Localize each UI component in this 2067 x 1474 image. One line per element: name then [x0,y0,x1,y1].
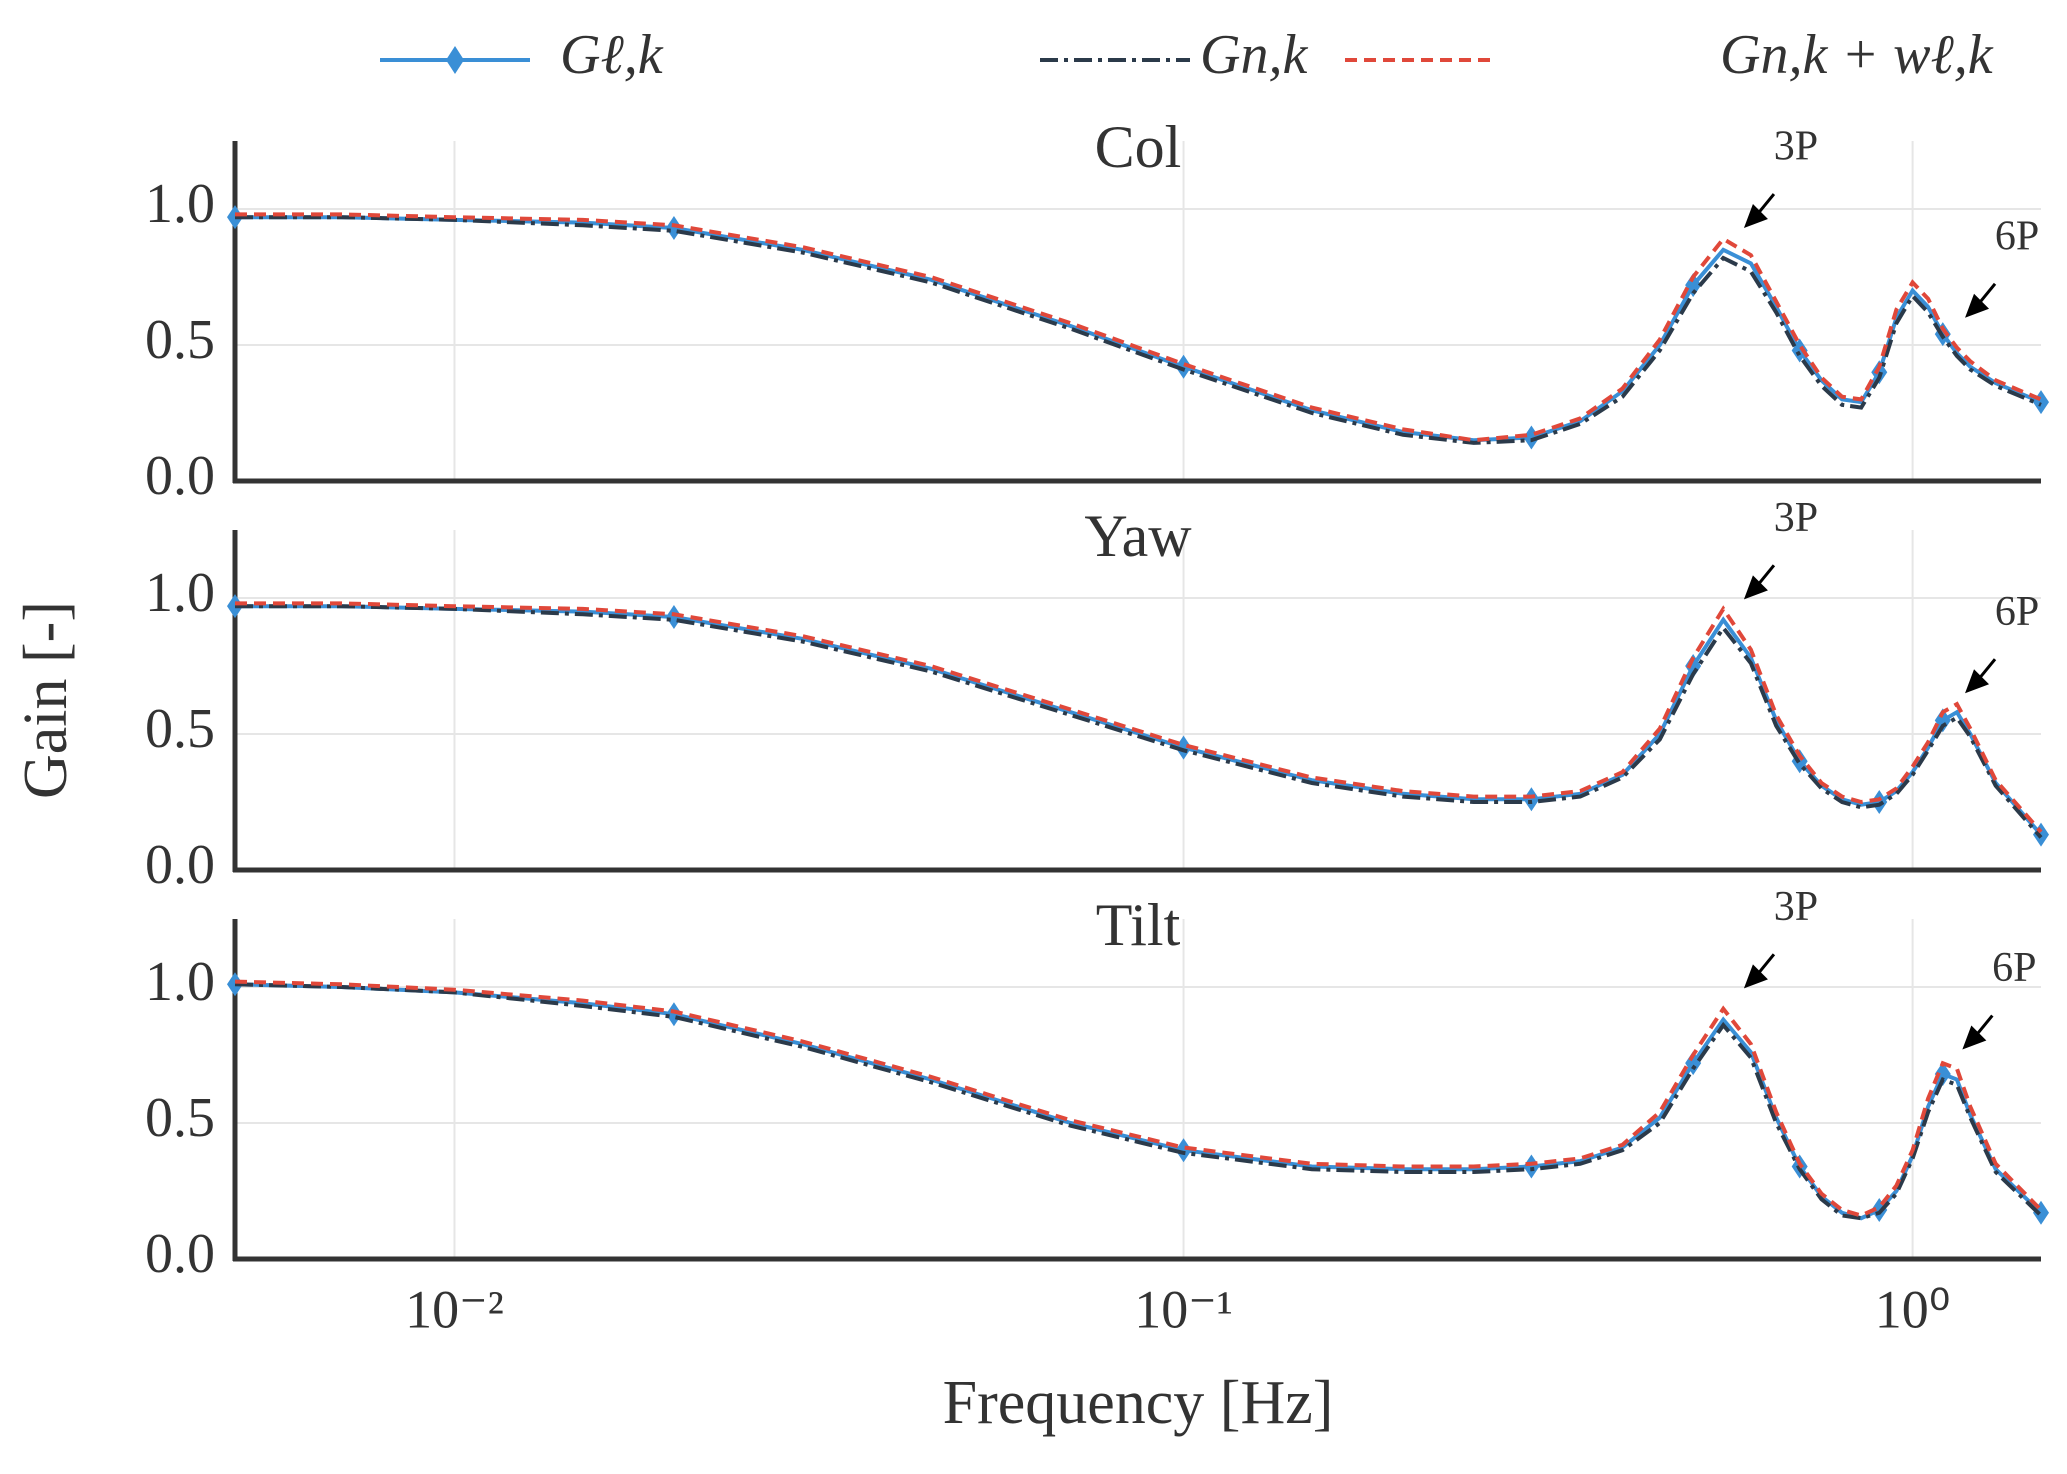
y-tick-label: 0.5 [145,1087,215,1149]
annotation-arrowhead [1965,293,1990,318]
marker [1871,790,1888,814]
y-tick-label: 0.5 [145,698,215,760]
marker [1175,354,1192,379]
annotation: 6P [1995,213,2039,259]
y-tick-label: 1.0 [145,951,215,1013]
annotation: 6P [1992,945,2036,991]
annotation-arrowhead [1965,669,1990,694]
series-line [235,601,2043,834]
panel-title: Yaw [1084,503,1192,569]
series-line [235,215,2042,443]
marker [1685,273,1702,298]
series-line [234,982,2043,1221]
annotation: 6P [1995,589,2039,635]
legend-label: Gℓ,k [560,24,664,86]
marker [665,1002,682,1027]
x-tick-label: 10⁻¹ [1134,1279,1233,1339]
y-tick-label: 0.5 [145,309,215,371]
y-tick-label: 1.0 [145,562,215,624]
legend-marker [446,46,464,74]
annotation-arrowhead [1743,204,1768,229]
panel-title: Tilt [1096,892,1181,958]
marker [1685,1051,1702,1076]
marker [665,605,682,630]
panel-title: Col [1095,114,1182,180]
marker [1934,708,1951,733]
marker [665,216,682,241]
y-tick-label: 1.0 [145,173,215,235]
series-line [235,604,2043,836]
series-line [234,979,2043,1218]
series-line [235,212,2042,443]
x-tick-label: 10⁻² [405,1279,504,1339]
marker [1175,1138,1192,1163]
annotation: 3P [1774,884,1818,930]
series-line [234,982,2043,1221]
marker [1685,654,1702,678]
annotation-arrowhead [1743,964,1768,989]
y-tick-label: 0.0 [145,834,215,896]
annotation: 3P [1774,124,1818,170]
legend-label: Gn,k + wℓ,k [1720,24,1994,86]
x-tick-label: 10⁰ [1875,1279,1951,1339]
marker [1523,787,1540,812]
x-axis-label: Frequency [Hz] [943,1369,1334,1437]
legend-label: Gn,k [1200,24,1308,86]
marker [227,972,243,997]
y-axis-label: Gain [-] [12,601,80,799]
annotation: 3P [1774,495,1818,541]
marker [2033,390,2049,415]
annotation-arrowhead [1962,1025,1987,1050]
series-line [235,215,2042,445]
marker [1934,1062,1951,1087]
marker [1523,1154,1540,1179]
annotation-arrowhead [1743,575,1768,600]
series-line [235,604,2043,839]
y-tick-label: 0.0 [145,1223,215,1285]
y-tick-label: 0.0 [145,445,215,507]
